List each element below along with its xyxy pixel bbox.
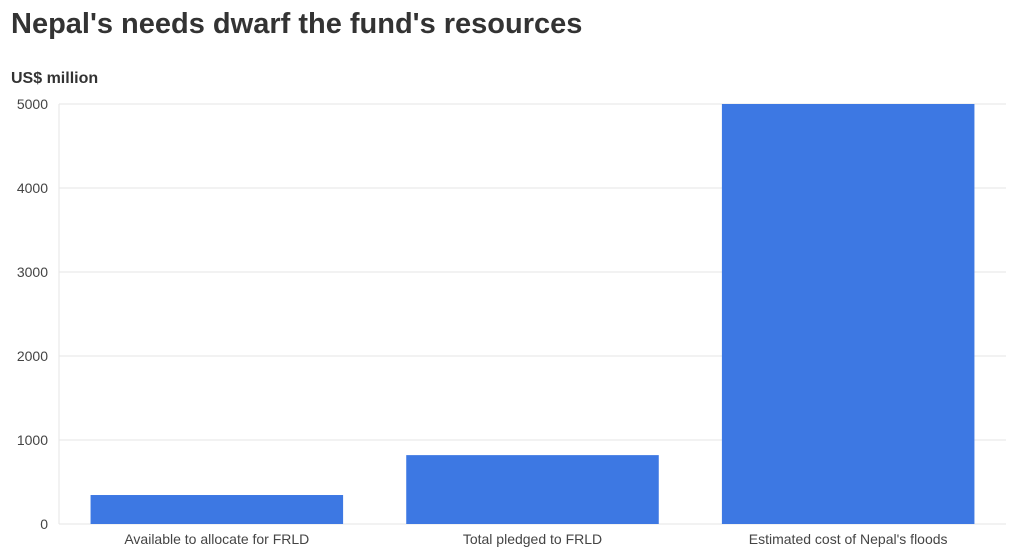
y-tick-label: 2000: [17, 348, 48, 364]
x-category-label: Available to allocate for FRLD: [124, 531, 309, 547]
y-tick-label: 3000: [17, 264, 48, 280]
bars: [90, 104, 975, 524]
chart-title: Nepal's needs dwarf the fund's resources: [11, 8, 583, 40]
y-tick-label: 0: [40, 516, 48, 532]
y-tick-labels: 0 1000 2000 3000 4000 5000: [17, 96, 48, 532]
bar: [721, 104, 975, 524]
x-category-label: Estimated cost of Nepal's floods: [749, 531, 948, 547]
y-axis-label: US$ million: [11, 70, 99, 87]
y-tick-label: 5000: [17, 96, 48, 112]
bar: [406, 455, 659, 524]
y-tick-label: 1000: [17, 432, 48, 448]
y-tick-label: 4000: [17, 180, 48, 196]
x-category-label: Total pledged to FRLD: [463, 531, 602, 547]
x-category-labels: Available to allocate for FRLD Total pled…: [124, 531, 947, 547]
bar: [90, 495, 344, 524]
